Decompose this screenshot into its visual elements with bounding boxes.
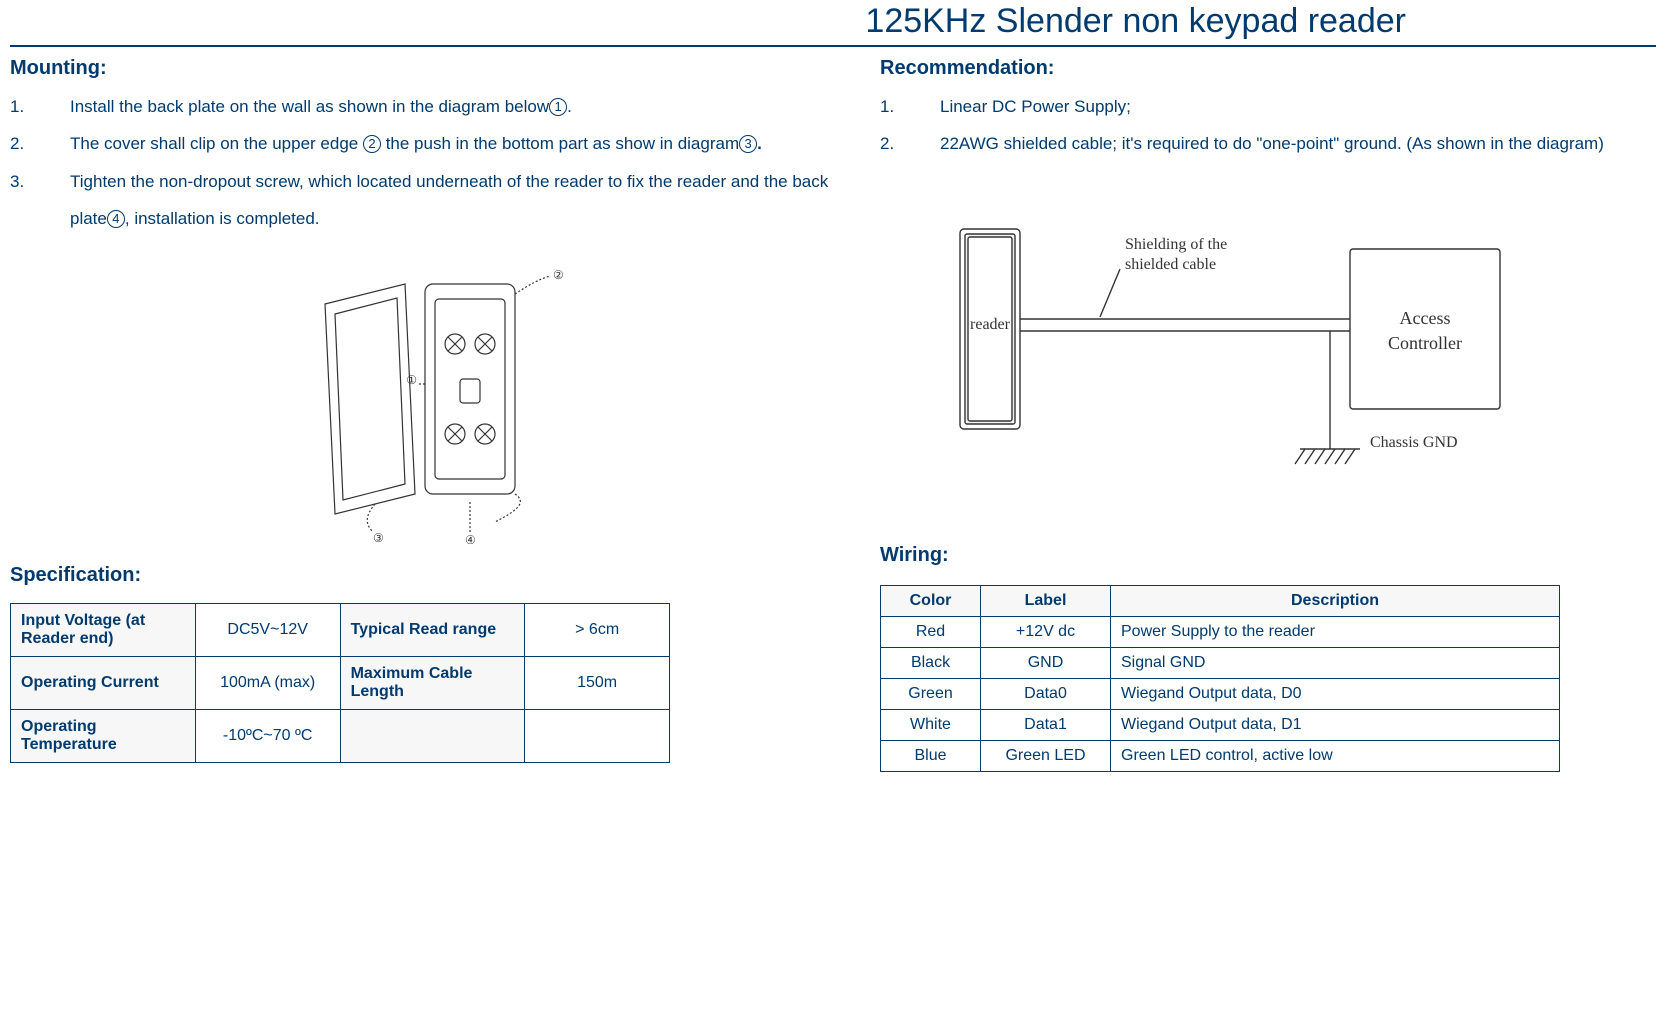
cell-label: GND <box>981 647 1111 678</box>
item-text: Linear DC Power Supply; <box>940 88 1656 125</box>
left-column: Mounting: 1. Install the back plate on t… <box>10 57 840 772</box>
list-item: 1. Install the back plate on the wall as… <box>10 88 840 125</box>
list-item: 3. Tighten the non-dropout screw, which … <box>10 163 840 238</box>
diagram-label: ④ <box>465 533 476 544</box>
page-title: 125KHz Slender non keypad reader <box>10 0 1656 45</box>
mounting-diagram: ② ① ③ ④ <box>265 254 585 544</box>
diagram-label: ③ <box>373 531 384 544</box>
table-row: Green Data0 Wiegand Output data, D0 <box>881 678 1560 709</box>
shielding-diagram: reader Shielding of the shielded cable A… <box>950 199 1510 489</box>
diagram-label: shielded cable <box>1125 256 1216 273</box>
col-header-label: Label <box>981 585 1111 616</box>
cell-label: Green LED <box>981 740 1111 771</box>
circled-number-icon: 3 <box>739 135 757 153</box>
item-text: The cover shall clip on the upper edge 2… <box>70 125 840 162</box>
item-text: Tighten the non-dropout screw, which loc… <box>70 163 840 238</box>
cell-color: Blue <box>881 740 981 771</box>
cell-color: Red <box>881 616 981 647</box>
col-header-description: Description <box>1111 585 1560 616</box>
right-column: Recommendation: 1. Linear DC Power Suppl… <box>880 57 1656 772</box>
table-row: Input Voltage (at Reader end) DC5V~12V T… <box>11 603 670 656</box>
table-row: Operating Current 100mA (max) Maximum Ca… <box>11 656 670 709</box>
table-row: Black GND Signal GND <box>881 647 1560 678</box>
table-row: White Data1 Wiegand Output data, D1 <box>881 709 1560 740</box>
spec-value <box>525 709 670 762</box>
item-number: 1. <box>880 88 940 125</box>
cell-label: Data0 <box>981 678 1111 709</box>
cell-description: Wiegand Output data, D0 <box>1111 678 1560 709</box>
spec-value: > 6cm <box>525 603 670 656</box>
diagram-label: Access <box>1400 308 1451 328</box>
mounting-list: 1. Install the back plate on the wall as… <box>10 88 840 238</box>
diagram-label: reader <box>970 316 1011 333</box>
table-row: Red +12V dc Power Supply to the reader <box>881 616 1560 647</box>
cell-description: Signal GND <box>1111 647 1560 678</box>
circled-number-icon: 1 <box>549 98 567 116</box>
cell-description: Wiegand Output data, D1 <box>1111 709 1560 740</box>
cell-description: Power Supply to the reader <box>1111 616 1560 647</box>
cell-color: Black <box>881 647 981 678</box>
recommendation-list: 1. Linear DC Power Supply; 2. 22AWG shie… <box>880 88 1656 163</box>
spec-label: Maximum Cable Length <box>340 656 525 709</box>
circled-number-icon: 2 <box>363 135 381 153</box>
spec-label: Typical Read range <box>340 603 525 656</box>
diagram-label: Controller <box>1388 333 1462 353</box>
text-segment: . <box>757 134 762 153</box>
recommendation-heading: Recommendation: <box>880 57 1656 80</box>
list-item: 2. 22AWG shielded cable; it's required t… <box>880 125 1656 162</box>
spec-label <box>340 709 525 762</box>
cell-color: White <box>881 709 981 740</box>
diagram-label: Chassis GND <box>1370 434 1458 451</box>
diagram-label: ② <box>553 268 564 282</box>
spec-value: 150m <box>525 656 670 709</box>
spec-value: 100mA (max) <box>195 656 340 709</box>
text-segment: The cover shall clip on the upper edge <box>70 134 363 153</box>
table-row: Operating Temperature -10ºC~70 ºC <box>11 709 670 762</box>
cell-color: Green <box>881 678 981 709</box>
wiring-heading: Wiring: <box>880 544 1656 567</box>
item-number: 2. <box>10 125 70 162</box>
circled-number-icon: 4 <box>107 210 125 228</box>
item-number: 3. <box>10 163 70 238</box>
wiring-section: Wiring: Color Label Description Red +12V… <box>880 544 1656 772</box>
item-number: 1. <box>10 88 70 125</box>
mounting-heading: Mounting: <box>10 57 840 80</box>
cell-description: Green LED control, active low <box>1111 740 1560 771</box>
two-column-layout: Mounting: 1. Install the back plate on t… <box>10 57 1656 772</box>
wiring-table: Color Label Description Red +12V dc Powe… <box>880 585 1560 772</box>
text-segment: , installation is completed. <box>125 209 320 228</box>
text-segment: Install the back plate on the wall as sh… <box>70 97 549 116</box>
col-header-color: Color <box>881 585 981 616</box>
spec-value: -10ºC~70 ºC <box>195 709 340 762</box>
item-text: Install the back plate on the wall as sh… <box>70 88 840 125</box>
cell-label: Data1 <box>981 709 1111 740</box>
text-segment: . <box>567 97 572 116</box>
list-item: 2. The cover shall clip on the upper edg… <box>10 125 840 162</box>
specification-table: Input Voltage (at Reader end) DC5V~12V T… <box>10 603 670 763</box>
table-row: Blue Green LED Green LED control, active… <box>881 740 1560 771</box>
table-header-row: Color Label Description <box>881 585 1560 616</box>
item-text: 22AWG shielded cable; it's required to d… <box>940 125 1656 162</box>
diagram-label: ① <box>406 373 417 387</box>
title-divider <box>10 45 1656 47</box>
list-item: 1. Linear DC Power Supply; <box>880 88 1656 125</box>
text-segment: the push in the bottom part as show in d… <box>381 134 739 153</box>
spec-value: DC5V~12V <box>195 603 340 656</box>
cell-label: +12V dc <box>981 616 1111 647</box>
spec-label: Operating Current <box>11 656 196 709</box>
spec-label: Input Voltage (at Reader end) <box>11 603 196 656</box>
diagram-label: Shielding of the <box>1125 236 1227 253</box>
specification-heading: Specification: <box>10 564 840 587</box>
spec-label: Operating Temperature <box>11 709 196 762</box>
item-number: 2. <box>880 125 940 162</box>
